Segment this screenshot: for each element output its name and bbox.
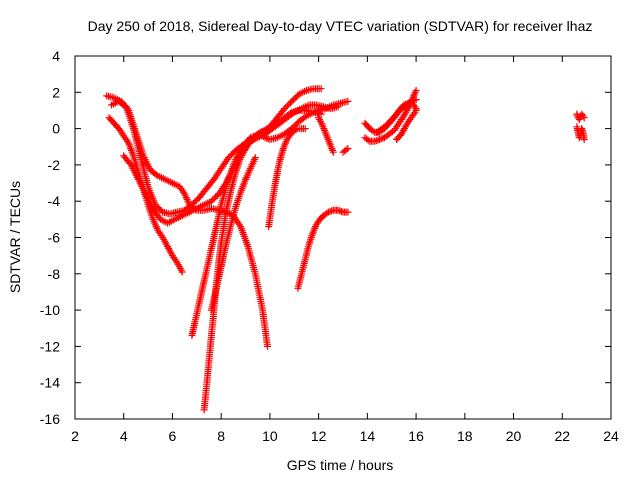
series-arc-9 [315, 114, 337, 156]
x-tick-label: 6 [169, 428, 177, 444]
series-arc-14 [373, 96, 420, 136]
series-arc-15 [393, 106, 420, 143]
data-point [412, 96, 420, 104]
x-tick-label: 20 [506, 428, 522, 444]
x-tick-label: 2 [71, 428, 79, 444]
data-point [344, 208, 352, 216]
data-point [286, 109, 294, 117]
data-point [264, 342, 271, 350]
data-point [364, 136, 372, 144]
x-tick-label: 4 [120, 428, 128, 444]
y-tick-label: 0 [52, 121, 60, 137]
y-tick-label: -16 [40, 411, 60, 427]
data-point [251, 154, 259, 162]
data-point [342, 146, 350, 154]
x-tick-label: 22 [554, 428, 570, 444]
data-point [329, 148, 337, 156]
data-point [409, 97, 417, 105]
y-tick-label: -8 [48, 266, 61, 282]
x-axis-label: GPS time / hours [287, 457, 394, 473]
y-tick-label: 2 [52, 84, 60, 100]
data-point [580, 114, 588, 122]
data-point [301, 125, 309, 133]
x-tick-label: 14 [360, 428, 376, 444]
plot-frame [74, 55, 612, 420]
data-point [310, 108, 318, 116]
x-tick-label: 10 [262, 428, 278, 444]
series-arc-8 [265, 125, 309, 231]
series-arc-1 [103, 92, 271, 350]
series-arc-13 [361, 87, 420, 145]
y-tick-label: 4 [52, 48, 60, 64]
x-tick-label: 12 [311, 428, 327, 444]
data-point [580, 136, 588, 143]
axis-ticks: 2 4 6 8 10 12 14 16 18 20 22 24-16-14-12-10-8-6-4-2… [40, 48, 619, 444]
data-point [344, 97, 352, 105]
y-tick-label: -10 [40, 302, 60, 318]
data-point [412, 87, 420, 94]
series-arc-11 [294, 206, 352, 292]
data-point [178, 268, 186, 276]
series-arc-7 [207, 154, 259, 314]
y-tick-label: -6 [48, 230, 61, 246]
x-tick-label: 8 [217, 428, 225, 444]
y-axis-label: SDTVAR / TECUs [7, 181, 23, 293]
y-tick-label: -14 [40, 375, 60, 391]
x-tick-label: 24 [603, 428, 619, 444]
series-arc-6 [200, 85, 325, 414]
series-arc-17 [573, 123, 588, 143]
data-point [412, 106, 420, 114]
series-arc-5 [188, 97, 352, 339]
data-point [578, 125, 586, 133]
data-point [344, 145, 352, 153]
x-tick-label: 16 [408, 428, 424, 444]
x-tick-label: 18 [457, 428, 473, 444]
y-tick-label: -12 [40, 338, 60, 354]
chart-title: Day 250 of 2018, Sidereal Day-to-day VTE… [88, 18, 593, 34]
y-tick-label: -2 [48, 157, 61, 173]
data-marks [103, 85, 588, 414]
series-arc-10 [339, 145, 352, 156]
data-point [317, 85, 325, 93]
y-tick-label: -4 [48, 193, 61, 209]
series-arc-16 [573, 110, 588, 123]
data-point [313, 107, 321, 115]
